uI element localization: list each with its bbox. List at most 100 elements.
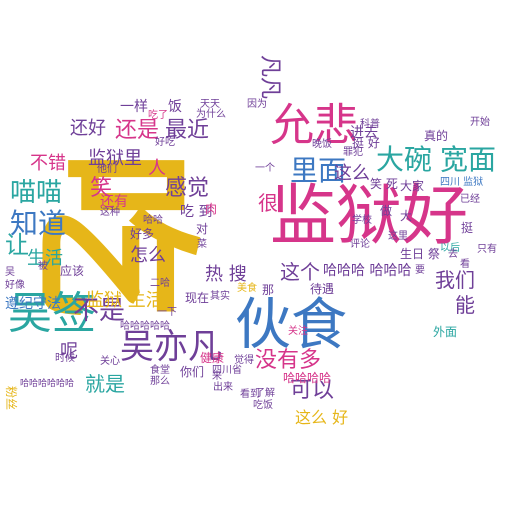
word: 宽面 [440,143,497,176]
word: 晚饭 [312,139,332,150]
word: 吃 到 [180,204,213,220]
word: 要 [415,265,425,276]
word: 最近 [165,118,210,143]
word: 人 [148,158,166,179]
word: 允悲 [270,100,358,151]
word: 哈哈 [143,215,163,226]
word: 就是 [85,372,125,396]
word: 很 [258,191,278,215]
word: 没有多 [255,348,322,373]
word: 大家 [400,179,425,193]
word: 四川 监狱 [440,177,484,188]
word: 好吃 [155,137,175,148]
word: 吴 [5,267,15,278]
word: 被 [38,261,48,272]
word: 怎么 [130,245,166,266]
word: 为什么 [196,109,226,120]
word: 大 [400,209,413,223]
word: 知道 [10,207,67,240]
word: 罪犯 [343,147,363,158]
word: 生活 [27,248,63,269]
word: 粉丝 [4,386,18,411]
word: 哈哈哈哈哈哈 [20,379,75,389]
word: 了解 [255,388,275,399]
word: 不是 [73,296,126,326]
word: 以后 [440,243,460,254]
word: 吃饭 [253,400,273,411]
word: 喵喵 [10,178,63,208]
word: 监狱好 [270,177,468,254]
word: 健康 [200,351,225,365]
word: 还有 [100,194,128,210]
word: 伙食 [235,293,347,358]
word: 你们 [180,365,205,379]
word: 美食 [237,283,257,294]
word: 那 [262,283,275,297]
word: 开始 [470,117,490,128]
word: 笑 死 [370,177,398,191]
word: 二哈 [150,278,170,289]
word: 对 [196,222,209,236]
word: 评论 [350,239,370,250]
word: 菜 [197,239,207,250]
word: 看到 [240,389,260,400]
word: 可以 [290,378,335,403]
word: 那么 [150,376,170,387]
word: 食堂 [150,365,170,376]
word: 哈哈哈哈 [283,371,332,385]
word: 吴亦凡 [120,327,222,367]
word: 我们 [435,268,475,292]
word: 待遇 [310,282,335,296]
word: 这么 好 [295,408,349,427]
word: 真的 [424,129,449,143]
word: 监狱 生活 [86,290,164,311]
word: 这里 [388,231,408,242]
word: 觉得 [234,355,254,366]
word: 挺 [461,221,474,235]
word: 现在 [185,291,210,305]
word: 一下 [157,307,177,318]
word: 好像 [5,280,25,291]
word: 挺 好 [352,136,380,150]
word: 一样 [120,99,148,115]
word: 还是 [115,118,160,143]
word: 学校 [352,215,372,226]
word: 一个 [255,163,275,174]
word: 让 [5,231,29,259]
word: 四川省 [212,365,242,376]
word: 好多 [130,227,155,241]
word: 里面 [290,154,347,187]
word: 监狱里 [88,148,142,169]
word: 其实 [210,291,230,302]
word: 关心 [100,356,120,367]
word: 热 搜 [205,264,247,285]
word: 遵纪守法 [5,296,61,312]
word: 笑 [90,176,113,201]
word: 能 [455,293,475,317]
word: 外面 [433,325,458,339]
word: 去 [448,249,458,260]
word: 饭 [168,99,182,115]
word: 感觉 [165,176,210,201]
word: 来 [212,371,222,382]
word: 这个 [280,260,320,284]
word: 只有 [477,244,497,255]
word: 肉 [205,202,218,216]
word: 做 [380,204,393,218]
word: 科普 [360,119,380,130]
word: 凡凡 [257,55,282,100]
word: 呢 [60,341,78,362]
word: 进去 [350,125,378,141]
word: 应该 [60,264,85,278]
word: 哈哈哈 哈哈哈 [323,263,412,279]
word: 哈哈哈哈哈 [120,321,170,332]
word: 吴签 [8,288,96,339]
word: 天天 [200,99,220,110]
word: 这么 [334,163,370,184]
word: 还好 [70,118,106,139]
word: 因为 [247,99,267,110]
word: 吃了 [148,110,168,121]
word: 不错 [30,153,66,174]
word: 生日 祭 [400,247,440,261]
